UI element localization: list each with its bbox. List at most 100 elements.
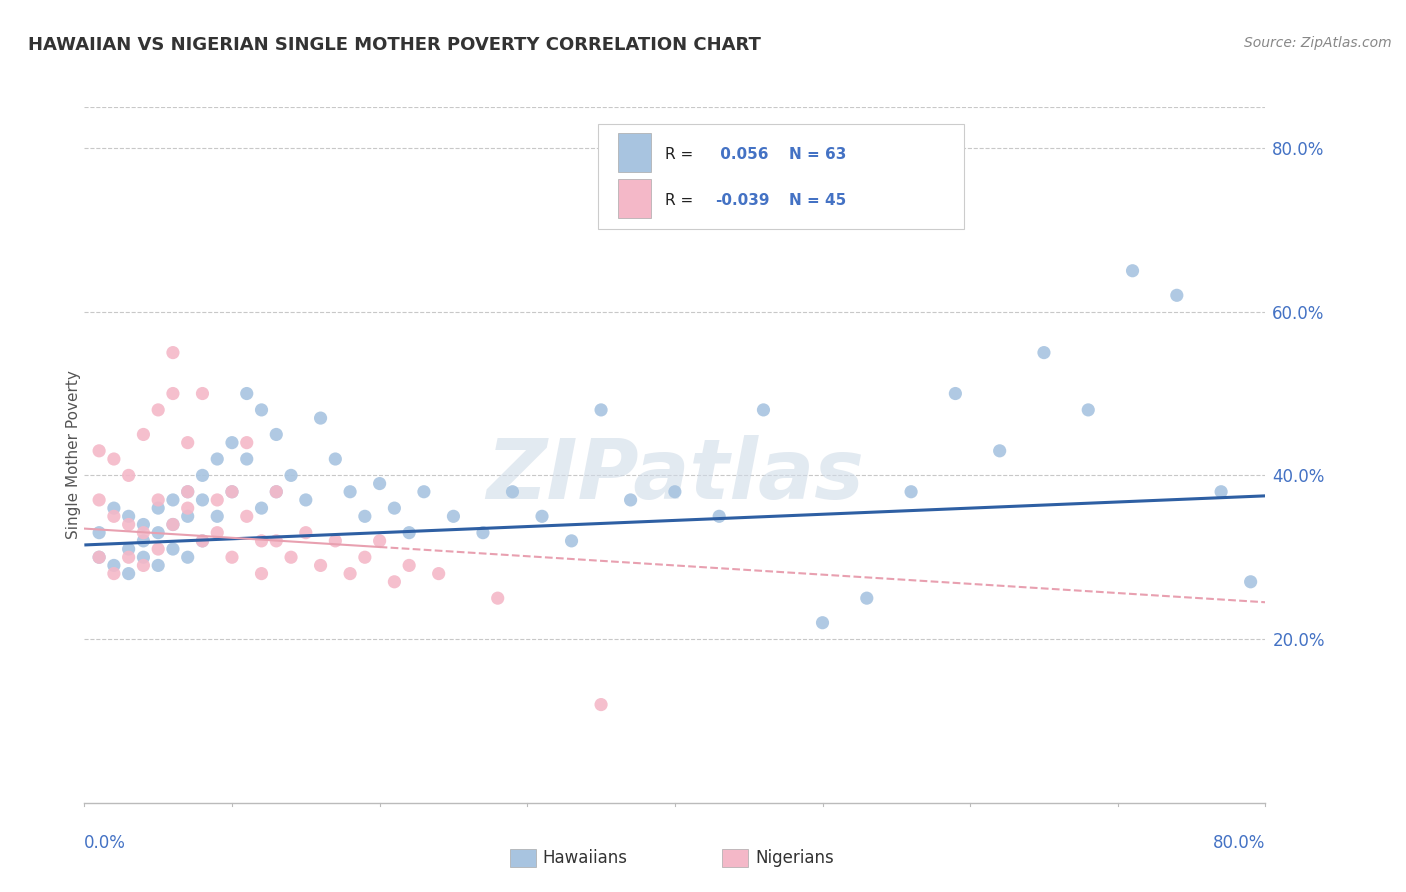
Point [162, 345, 184, 359]
Point [148, 501, 170, 516]
Text: Source: ZipAtlas.com: Source: ZipAtlas.com [1244, 36, 1392, 50]
Point [132, 533, 155, 548]
Text: R =: R = [665, 194, 699, 209]
Point [207, 525, 229, 540]
Point [177, 484, 200, 499]
Point [191, 468, 214, 483]
Point [811, 615, 834, 630]
Text: 0.0%: 0.0% [84, 834, 127, 852]
Point [398, 525, 420, 540]
Point [266, 484, 288, 499]
Point [221, 435, 243, 450]
Point [162, 386, 184, 401]
Text: HAWAIIAN VS NIGERIAN SINGLE MOTHER POVERTY CORRELATION CHART: HAWAIIAN VS NIGERIAN SINGLE MOTHER POVER… [28, 36, 761, 54]
Point [309, 411, 332, 425]
Point [486, 591, 509, 606]
Point [1211, 484, 1233, 499]
FancyBboxPatch shape [598, 124, 965, 229]
Text: -0.039: -0.039 [716, 194, 769, 209]
Point [148, 403, 170, 417]
Point [1166, 288, 1188, 302]
Point [148, 542, 170, 557]
Point [325, 452, 347, 467]
Point [472, 525, 495, 540]
Text: 80.0%: 80.0% [1213, 834, 1265, 852]
Point [1077, 403, 1099, 417]
Point [354, 509, 377, 524]
Y-axis label: Single Mother Poverty: Single Mother Poverty [66, 370, 80, 540]
Point [1122, 264, 1144, 278]
Point [177, 550, 200, 565]
Point [103, 452, 125, 467]
Point [236, 386, 259, 401]
Point [221, 484, 243, 499]
Point [118, 517, 141, 532]
Point [103, 501, 125, 516]
Point [266, 427, 288, 442]
Point [900, 484, 922, 499]
Point [368, 476, 391, 491]
Text: Nigerians: Nigerians [755, 849, 834, 867]
Point [162, 517, 184, 532]
Point [132, 517, 155, 532]
Point [118, 550, 141, 565]
Point [250, 533, 273, 548]
Point [177, 509, 200, 524]
Point [191, 492, 214, 507]
Point [280, 550, 302, 565]
Point [87, 550, 111, 565]
Point [620, 492, 643, 507]
Point [561, 533, 583, 548]
Point [664, 484, 686, 499]
Point [250, 566, 273, 581]
Point [177, 484, 200, 499]
Text: N = 63: N = 63 [789, 146, 846, 161]
Point [207, 452, 229, 467]
Point [221, 484, 243, 499]
Point [207, 509, 229, 524]
Point [339, 484, 361, 499]
Text: R =: R = [665, 146, 699, 161]
Point [856, 591, 879, 606]
Point [591, 403, 613, 417]
Point [295, 492, 318, 507]
Bar [619, 134, 651, 172]
Point [250, 403, 273, 417]
Point [398, 558, 420, 573]
Point [132, 525, 155, 540]
Point [191, 533, 214, 548]
Point [709, 509, 731, 524]
Point [354, 550, 377, 565]
Point [148, 492, 170, 507]
Point [162, 517, 184, 532]
Point [280, 468, 302, 483]
Point [752, 403, 775, 417]
Text: N = 45: N = 45 [789, 194, 846, 209]
Point [118, 566, 141, 581]
Point [236, 435, 259, 450]
Point [382, 574, 406, 589]
Point [339, 566, 361, 581]
Point [132, 550, 155, 565]
Point [945, 386, 967, 401]
Point [177, 501, 200, 516]
Point [87, 492, 111, 507]
Point [103, 566, 125, 581]
Point [1240, 574, 1263, 589]
Point [266, 533, 288, 548]
Point [295, 525, 318, 540]
Point [191, 386, 214, 401]
Point [177, 435, 200, 450]
Bar [723, 849, 748, 867]
Point [1033, 345, 1056, 359]
Point [382, 501, 406, 516]
Point [309, 558, 332, 573]
Text: Hawaiians: Hawaiians [543, 849, 627, 867]
Point [103, 509, 125, 524]
Point [266, 484, 288, 499]
Point [148, 525, 170, 540]
Text: ZIPatlas: ZIPatlas [486, 435, 863, 516]
Point [207, 492, 229, 507]
Text: 0.056: 0.056 [716, 146, 769, 161]
Point [325, 533, 347, 548]
